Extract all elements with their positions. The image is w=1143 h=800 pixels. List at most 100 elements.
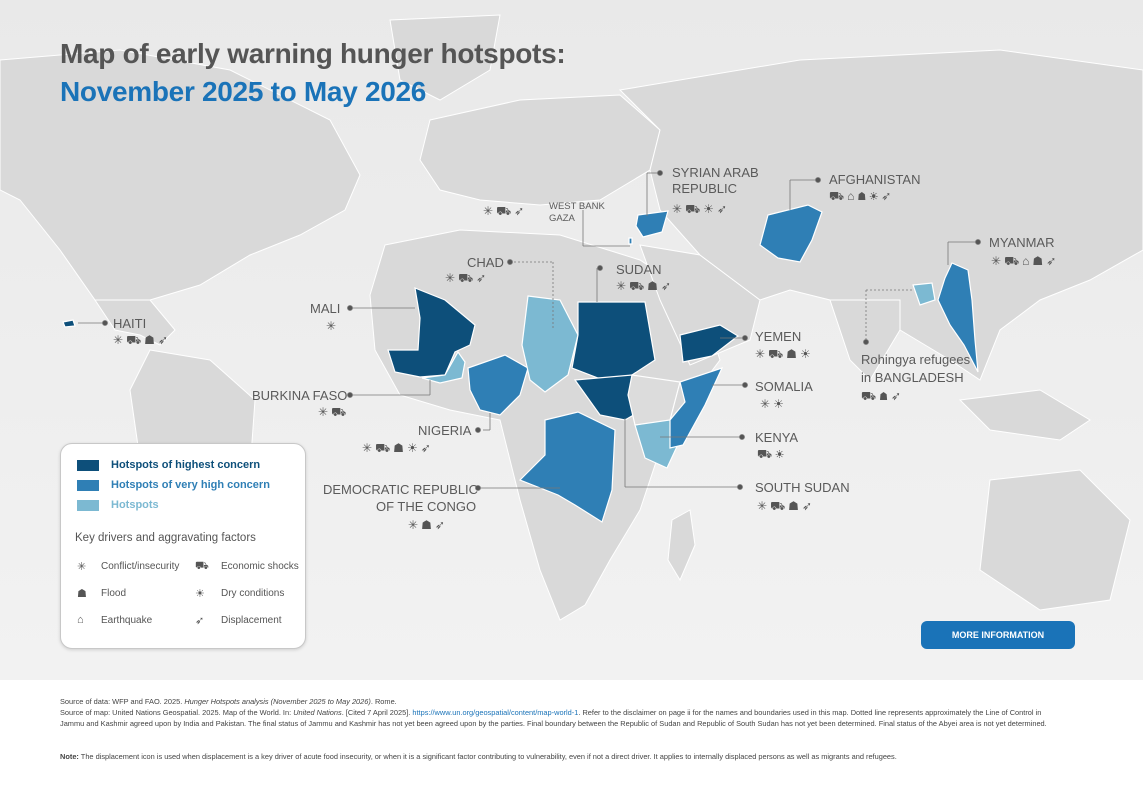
- icons-chad: ✳⛟➶: [445, 271, 489, 287]
- icons-mali: ✳: [326, 319, 339, 333]
- conflict-icon: ✳: [760, 397, 774, 411]
- map-source-link[interactable]: https://www.un.org/geospatial/content/ma…: [412, 708, 579, 717]
- footer-data-source: Source of data: WFP and FAO. 2025. Hunge…: [60, 697, 397, 706]
- dry-conditions-icon: ☀: [775, 447, 788, 461]
- legend-dry-label: Dry conditions: [221, 588, 285, 599]
- mali-shape: [387, 287, 476, 378]
- economic-shocks-icon: ⛟: [126, 333, 145, 347]
- conflict-icon: ✳: [672, 202, 686, 216]
- economic-shocks-icon: ⛟: [496, 204, 515, 218]
- icons-myanmar: ✳⛟⌂☗➶: [991, 254, 1059, 270]
- conflict-icon: ✳: [483, 204, 497, 218]
- label-west-bank: WEST BANK: [549, 201, 605, 212]
- bangladesh-shape: [912, 282, 936, 306]
- chad-shape: [521, 295, 579, 393]
- flood-icon: ☗: [1032, 254, 1047, 268]
- label-chad: CHAD: [467, 255, 504, 270]
- label-somalia: SOMALIA: [755, 379, 813, 394]
- earthquake-icon: ⌂: [77, 614, 84, 626]
- conflict-icon: ✳: [616, 279, 630, 293]
- displacement-icon: ➶: [157, 333, 171, 347]
- conflict-icon: ✳: [113, 333, 127, 347]
- conflict-icon: ✳: [318, 405, 332, 419]
- displacement-icon: ➶: [801, 499, 815, 513]
- dry-conditions-icon: ☀: [406, 441, 421, 455]
- legend-displacement-label: Displacement: [221, 615, 282, 626]
- greenland-landmass: [389, 14, 501, 101]
- legend-label-very-high: Hotspots of very high concern: [111, 479, 270, 491]
- displacement-icon: ➶: [1046, 254, 1060, 268]
- somalia-shape: [669, 366, 724, 449]
- flood-icon: ☗: [421, 518, 435, 532]
- icons-afghanistan: ⛟⌂☗☀➶: [829, 189, 894, 205]
- legend-flood-label: Flood: [101, 588, 127, 599]
- label-yemen: YEMEN: [755, 329, 802, 344]
- map-title: Map of early warning hunger hotspots:: [60, 38, 566, 69]
- icons-palestine: ✳⛟➶: [483, 204, 527, 220]
- label-syria-line2: REPUBLIC: [672, 181, 738, 196]
- sudan-shape: [571, 301, 656, 381]
- legend-key-drivers-heading: Key drivers and aggravating factors: [75, 532, 256, 544]
- flood-icon: ☗: [393, 441, 407, 455]
- label-nigeria: NIGERIA: [418, 423, 472, 438]
- afghanistan-shape: [759, 204, 823, 263]
- flood-icon: ☗: [879, 389, 891, 403]
- conflict-icon: ✳: [445, 271, 459, 285]
- conflict-icon: ✳: [755, 347, 769, 361]
- world-map: [0, 14, 1143, 621]
- drc-shape: [518, 411, 616, 523]
- dry-conditions-icon: ☀: [703, 202, 717, 216]
- icons-haiti: ✳⛟☗➶: [113, 333, 171, 349]
- economic-shocks-icon: ⛟: [331, 405, 350, 419]
- footer-map-source: Source of map: United Nations Geospatial…: [60, 708, 1047, 728]
- displacement-icon: ➶: [420, 441, 434, 455]
- myanmar-shape: [937, 262, 979, 373]
- flood-icon: ☗: [857, 189, 870, 203]
- conflict-icon: ✳: [77, 561, 87, 573]
- earthquake-icon: ⌂: [1022, 254, 1033, 268]
- icons-burkina-faso: ✳⛟: [318, 405, 349, 421]
- label-drc-line1: DEMOCRATIC REPUBLIC: [323, 482, 479, 497]
- nigeria-shape: [467, 354, 529, 416]
- australia-landmass: [979, 469, 1131, 611]
- displacement-icon: ➶: [660, 279, 674, 293]
- economic-shocks-icon: ⛟: [829, 189, 848, 203]
- flood-icon: ☗: [647, 279, 661, 293]
- legend-swatch-very-high: [77, 480, 99, 491]
- legend-earthquake-label: Earthquake: [101, 615, 153, 626]
- label-myanmar: MYANMAR: [989, 235, 1055, 250]
- central-america-landmass: [94, 299, 176, 346]
- flood-icon: ☗: [786, 347, 800, 361]
- label-south-sudan: SOUTH SUDAN: [755, 480, 850, 495]
- burkina-faso-shape: [421, 350, 466, 384]
- legend-economic-label: Economic shocks: [221, 561, 299, 572]
- conflict-icon: ✳: [991, 254, 1005, 268]
- southeast-asia-islands: [958, 389, 1091, 441]
- displacement-icon: ➶: [881, 189, 895, 203]
- icons-drc: ✳☗➶: [408, 518, 448, 532]
- economic-shocks-icon: ⛟: [861, 389, 880, 403]
- icons-yemen: ✳⛟☗☀: [755, 347, 814, 363]
- label-burkina-faso: BURKINA FASO: [252, 388, 348, 403]
- legend-label-hotspots: Hotspots: [111, 499, 159, 511]
- label-kenya: KENYA: [755, 430, 799, 445]
- flood-icon: ☗: [788, 499, 802, 513]
- label-gaza: GAZA: [549, 213, 575, 224]
- label-syria-line1: SYRIAN ARAB: [672, 165, 759, 180]
- map-area: Map of early warning hunger hotspots: No…: [0, 0, 1143, 680]
- more-information-button[interactable]: MORE INFORMATION: [921, 621, 1075, 649]
- label-drc-line2: OF THE CONGO: [376, 499, 477, 514]
- footer-note: Note: The displacement icon is used when…: [60, 752, 897, 761]
- dry-conditions-icon: ☀: [799, 347, 814, 361]
- economic-shocks-icon: ⛟: [768, 347, 787, 361]
- ethiopia-shape: [627, 374, 681, 426]
- icons-bangladesh: ⛟☗➶: [861, 389, 904, 405]
- dry-conditions-icon: ☀: [195, 588, 205, 600]
- label-haiti: HAITI: [113, 316, 147, 331]
- economic-shocks-icon: ⛟: [757, 447, 776, 461]
- madagascar-landmass: [667, 509, 696, 582]
- displacement-icon: ➶: [514, 204, 528, 218]
- economic-shocks-icon: ⛟: [458, 271, 477, 285]
- syria-shape: [635, 210, 669, 238]
- legend-swatch-highest: [77, 460, 99, 471]
